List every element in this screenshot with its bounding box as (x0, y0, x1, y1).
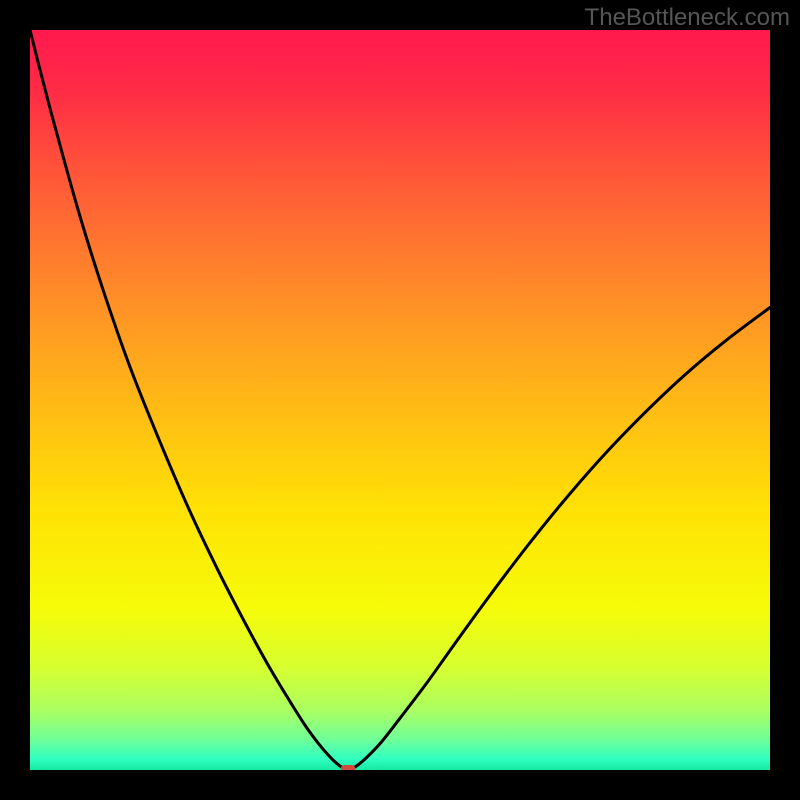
plot-area (30, 30, 770, 770)
bottleneck-curve (30, 30, 770, 770)
chart-frame (0, 0, 800, 800)
watermark-text: TheBottleneck.com (585, 4, 790, 32)
optimum-marker (341, 765, 355, 770)
